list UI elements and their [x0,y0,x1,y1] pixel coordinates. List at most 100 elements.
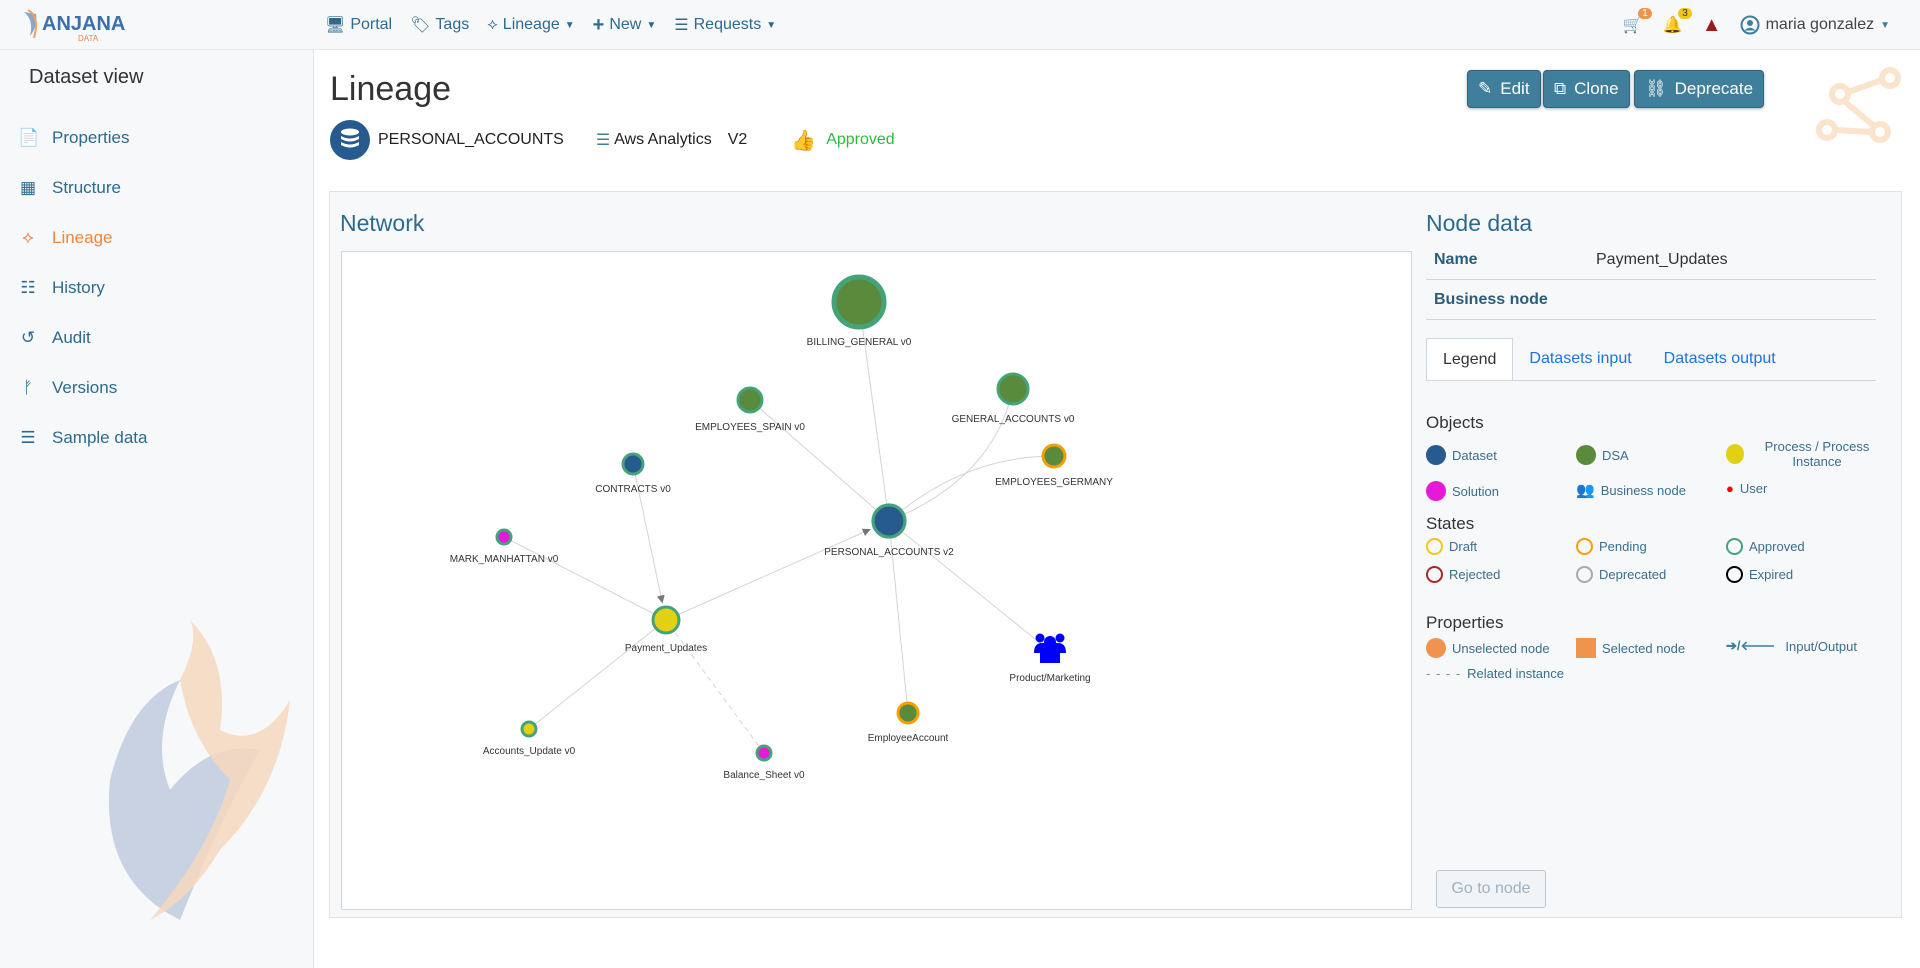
node-circle[interactable] [520,720,538,738]
graph-node[interactable]: Payment_Updates [625,605,707,654]
user-menu[interactable]: maria gonzalez ▼ [1740,15,1890,35]
sidebar: Dataset view 📄 Properties ▦ Structure ⟡ Linea… [0,50,314,968]
graph-edge [888,520,1051,652]
tab-datasets-input[interactable]: Datasets input [1529,350,1632,367]
sidebar-item-label: Sample data [52,428,148,447]
process-dot-icon [1726,444,1744,464]
tab-datasets-output[interactable]: Datasets output [1663,350,1776,367]
graph-node[interactable]: EMPLOYEES_GERMANY [995,443,1113,488]
legend-unselected-node: Unselected node [1426,638,1550,658]
datasource-name[interactable]: Aws Analytics [614,131,712,148]
sidebar-title: Dataset view [29,66,144,88]
dataset-meta: PERSONAL_ACCOUNTS ☰ Aws Analytics V2 👍 A… [330,120,895,160]
node-circle[interactable] [755,744,773,762]
pencil-icon: ✎ [1478,79,1493,98]
node-label: Payment_Updates [625,643,707,654]
legend-states-title: States [1426,514,1475,533]
sidebar-item-structure[interactable]: ▦ Structure [18,178,121,198]
user-icon: ● [1726,481,1734,496]
graph-edge [888,455,1055,522]
plus-icon: + [592,13,605,36]
sidebar-item-lineage[interactable]: ⟡ Lineage [18,228,113,248]
sidebar-item-label: Lineage [52,228,113,247]
graph-node[interactable]: EMPLOYEES_SPAIN v0 [695,386,805,433]
graph-node[interactable]: Balance_Sheet v0 [723,744,805,781]
clone-icon: ⧉ [1554,79,1567,98]
graph-node[interactable]: GENERAL_ACCOUNTS v0 [952,372,1075,425]
lineage-icon: ⟡ [22,228,34,247]
graph-edge [888,520,909,714]
node-data-title: Node data [1426,210,1533,236]
node-label: EmployeeAccount [868,733,949,744]
thumbs-up-icon: 👍 [791,129,817,152]
nav-portal[interactable]: 🖥 Portal [325,16,393,34]
node-label: Accounts_Update v0 [483,746,576,757]
sidebar-item-audit[interactable]: ↺ Audit [18,328,91,348]
node-circle[interactable] [495,528,513,546]
legend-related-instance: - - - - Related instance [1426,666,1564,681]
lineage-icon: ⟡ [487,16,498,33]
list-numbered-icon: ☰ [20,428,36,447]
nav-lineage[interactable]: ⟡ Lineage ▼ [487,16,575,33]
graph-node[interactable]: BILLING_GENERAL v0 [807,274,912,348]
node-circle[interactable] [736,386,764,414]
graph-node[interactable]: CONTRACTS v0 [595,452,671,495]
users-icon: 👥 [1576,482,1595,499]
cart-badge: 1 [1638,8,1652,19]
graph-node[interactable]: MARK_MANHATTAN v0 [450,528,559,565]
node-circle[interactable] [996,372,1030,406]
node-circle[interactable] [871,503,907,539]
sidebar-item-history[interactable]: ☷ History [18,278,105,298]
arrows-icon: ➔/🡐 [1726,638,1776,653]
sidebar-item-versions[interactable]: ᚠ Versions [18,378,117,398]
graph-node[interactable]: PERSONAL_ACCOUNTS v2 [824,503,954,558]
node-label: BILLING_GENERAL v0 [807,337,912,348]
clone-button[interactable]: ⧉ Clone [1543,70,1630,108]
network-canvas[interactable]: BILLING_GENERAL v0 EMPLOYEES_SPAIN v0 GENE… [342,252,1413,911]
graph-node[interactable]: EmployeeAccount [868,701,949,744]
node-circle[interactable] [831,274,887,330]
page-title: Lineage [330,70,452,108]
legend-state-rejected: Rejected [1426,566,1500,583]
edit-button[interactable]: ✎ Edit [1467,70,1541,108]
node-circle[interactable] [896,701,920,725]
caret-down-icon: ▼ [1880,19,1890,31]
user-nav: 🛒 1 🔔 3 ▲ maria gonzalez ▼ [1622,0,1890,50]
list-icon: ☷ [20,278,36,297]
share-watermark-icon [1816,67,1901,143]
node-label: EMPLOYEES_SPAIN v0 [695,422,805,433]
node-circle[interactable] [1041,443,1067,469]
node-circle[interactable] [651,605,681,635]
sidebar-item-sample-data[interactable]: ☰ Sample data [18,428,147,448]
main-nav: 🖥 Portal 🏷 Tags ⟡ Lineage ▼ + New ▼ ☰ Requests ▼ [325,0,776,50]
nav-new[interactable]: + New ▼ [592,13,657,36]
nav-tags[interactable]: 🏷 Tags [410,16,470,34]
node-name-value: Payment_Updates [1596,250,1728,268]
graph-node[interactable]: Product/Marketing [1009,633,1091,685]
sidebar-item-label: History [52,278,105,297]
network-title: Network [340,210,425,236]
node-label: CONTRACTS v0 [595,484,671,495]
users-icon [1034,633,1066,663]
graph-node[interactable]: Accounts_Update v0 [483,720,576,757]
nav-requests[interactable]: ☰ Requests ▼ [674,16,777,34]
bell-icon: 🔔 [1662,17,1683,34]
caret-down-icon: ▼ [766,19,777,31]
status-badge: Approved [826,131,895,148]
sidebar-item-properties[interactable]: 📄 Properties [18,128,129,148]
dashed-line-icon: - - - - [1426,666,1462,681]
cart-button[interactable]: 🛒 1 [1622,8,1652,36]
network-graph[interactable]: BILLING_GENERAL v0 EMPLOYEES_SPAIN v0 GENE… [341,251,1412,910]
node-circle[interactable] [621,452,645,476]
go-to-node-button[interactable]: Go to node [1436,870,1546,908]
legend-objects-title: Objects [1426,413,1484,432]
tab-legend[interactable]: Legend [1426,338,1514,380]
anjana-logo[interactable]: ANJANA DATA [20,6,130,44]
sidebar-item-label: Properties [52,128,130,147]
sidebar-item-label: Versions [52,378,118,397]
table-icon: ▦ [19,178,37,197]
warning-icon[interactable]: ▲ [1701,13,1722,36]
deprecate-button[interactable]: ⛓ Deprecate [1634,70,1765,108]
notifications-button[interactable]: 🔔 3 [1662,8,1692,36]
graph-edge [528,619,667,730]
